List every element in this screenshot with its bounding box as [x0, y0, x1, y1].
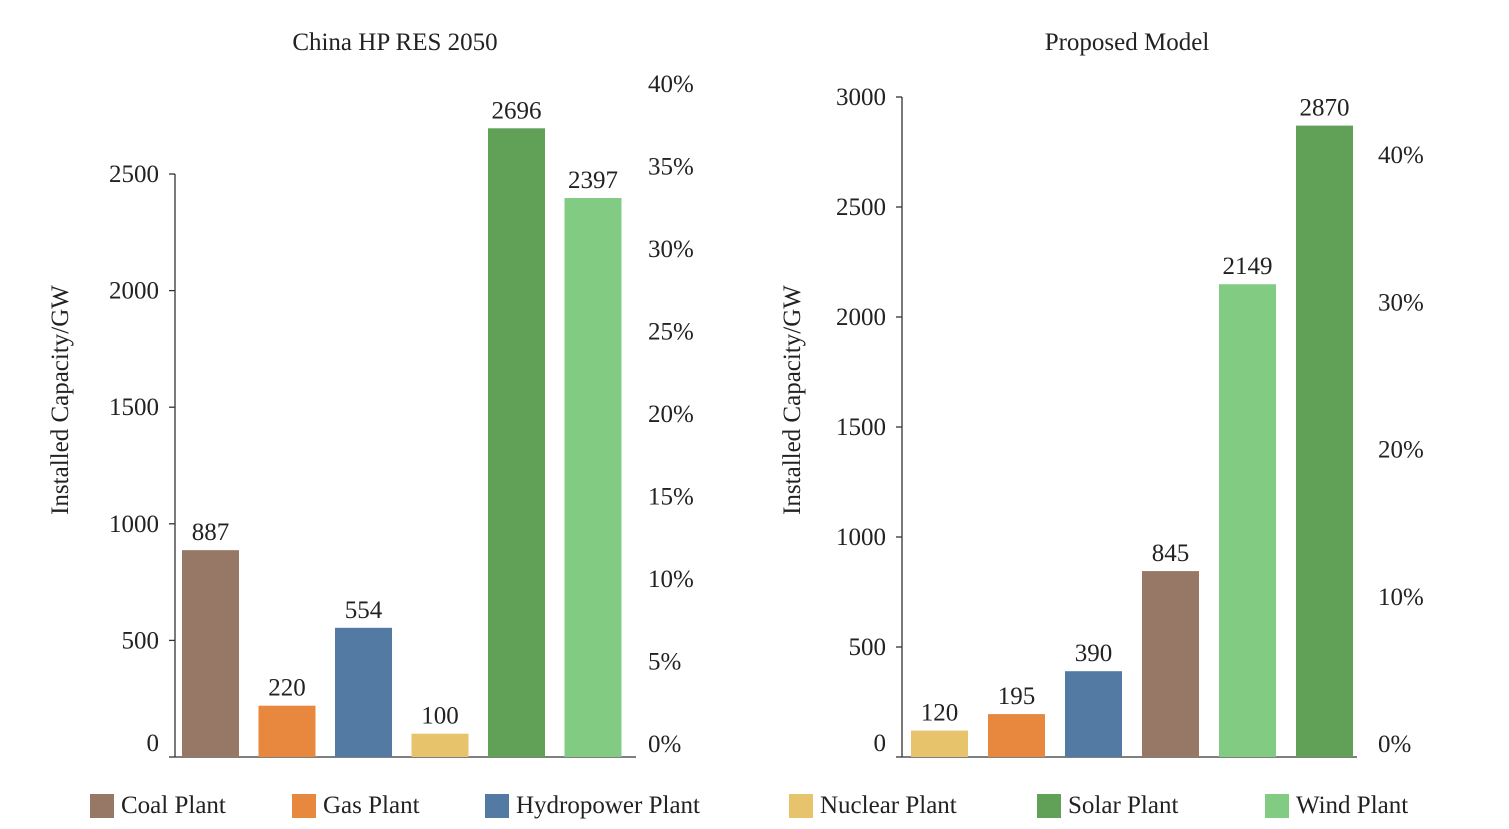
- chart2-y2tick-label: 40%: [1378, 142, 1424, 169]
- chart1-ytick-label: 1000: [109, 511, 159, 538]
- chart1-ytick-label: 500: [122, 627, 160, 654]
- legend-label-gas: Gas Plant: [323, 792, 420, 819]
- chart1-bar-coal: [182, 550, 239, 757]
- chart-legend: Coal Plant Gas Plant Hydropower Plant Nu…: [0, 784, 1509, 828]
- chart1-ytick-label: 0: [147, 730, 160, 757]
- legend-swatch-wind: [1265, 794, 1289, 818]
- chart1-bar-value-label: 554: [345, 597, 383, 624]
- chart2-bar-solar: [1296, 125, 1353, 758]
- chart2-bar-gas: [988, 714, 1045, 757]
- chart2-bar-value-label: 2149: [1223, 253, 1273, 280]
- chart2-bar-value-label: 195: [998, 683, 1036, 710]
- chart1-bar-wind: [564, 198, 622, 757]
- chart1-y2tick-label: 10%: [648, 566, 694, 593]
- chart1-y2tick-label: 20%: [648, 401, 694, 428]
- legend-item-nuclear: Nuclear Plant: [789, 792, 957, 820]
- chart1-bar-value-label: 2397: [568, 167, 618, 194]
- chart1-bar-nuclear: [411, 733, 469, 757]
- chart1-ytick-label: 2000: [109, 278, 159, 305]
- chart1-ytick-label: 2500: [109, 161, 159, 188]
- legend-item-solar: Solar Plant: [1037, 792, 1178, 820]
- chart1-bar-value-label: 100: [421, 703, 459, 730]
- legend-swatch-nuclear: [789, 794, 813, 818]
- chart2-bar-value-label: 845: [1152, 540, 1190, 567]
- chart2-title: Proposed Model: [1045, 29, 1210, 56]
- chart2-bar-value-label: 390: [1075, 640, 1113, 667]
- legend-item-coal: Coal Plant: [90, 792, 226, 820]
- chart2-ytick-label: 2000: [836, 304, 886, 331]
- chart2-y2tick-label: 20%: [1378, 437, 1424, 464]
- chart1-bar-solar: [488, 128, 545, 758]
- legend-swatch-solar: [1037, 794, 1061, 818]
- chart2-y2tick-label: 10%: [1378, 584, 1424, 611]
- chart1-ylabel: Installed Capacity/GW: [47, 285, 74, 515]
- chart1-y2tick-label: 35%: [648, 154, 694, 181]
- chart1-bar-gas: [258, 705, 316, 757]
- chart2-y2tick-label: 0%: [1378, 731, 1411, 758]
- chart2-bar-nuclear: [911, 730, 968, 757]
- legend-label-hydro: Hydropower Plant: [516, 792, 700, 819]
- legend-label-coal: Coal Plant: [121, 792, 226, 819]
- chart2-bar-value-label: 120: [921, 700, 959, 727]
- chart2-ytick-label: 2500: [836, 194, 886, 221]
- chart1-bar-value-label: 887: [192, 519, 230, 546]
- legend-swatch-hydro: [485, 794, 509, 818]
- chart2-ytick-label: 3000: [836, 84, 886, 111]
- chart2-y2tick-label: 30%: [1378, 289, 1424, 316]
- legend-swatch-coal: [90, 794, 114, 818]
- chart2-ytick-label: 1000: [836, 524, 886, 551]
- legend-item-wind: Wind Plant: [1265, 792, 1408, 820]
- chart1-bar-value-label: 220: [268, 675, 306, 702]
- legend-swatch-gas: [292, 794, 316, 818]
- legend-item-gas: Gas Plant: [292, 792, 420, 820]
- chart1-y2tick-label: 5%: [648, 649, 681, 676]
- chart1-y2tick-label: 40%: [648, 71, 694, 98]
- legend-label-nuclear: Nuclear Plant: [820, 792, 957, 819]
- chart-canvas: China HP RES 2050 Installed Capacity/GW 0 5…: [47, 29, 1424, 758]
- chart1-y2tick-label: 25%: [648, 319, 694, 346]
- chart2-ytick-label: 500: [849, 634, 887, 661]
- chart1-y2tick-label: 15%: [648, 484, 694, 511]
- legend-label-wind: Wind Plant: [1296, 792, 1409, 819]
- chart2-bar-value-label: 2870: [1300, 95, 1350, 122]
- chart2-ytick-label: 1500: [836, 414, 886, 441]
- legend-item-hydro: Hydropower Plant: [485, 792, 700, 820]
- chart1-y2tick-label: 30%: [648, 236, 694, 263]
- chart2-bar-wind: [1219, 284, 1276, 757]
- chart2-ytick-label: 0: [874, 730, 887, 757]
- chart2-ylabel: Installed Capacity/GW: [779, 285, 806, 515]
- chart1-title: China HP RES 2050: [292, 29, 497, 56]
- chart1-ytick-label: 1500: [109, 394, 159, 421]
- chart1-bar-hydro: [335, 627, 392, 757]
- chart1-bar-value-label: 2696: [492, 97, 542, 124]
- chart1-y2tick-label: 0%: [648, 731, 681, 758]
- chart2-bar-coal: [1142, 571, 1199, 757]
- legend-label-solar: Solar Plant: [1068, 792, 1179, 819]
- chart2-bar-hydro: [1065, 671, 1122, 757]
